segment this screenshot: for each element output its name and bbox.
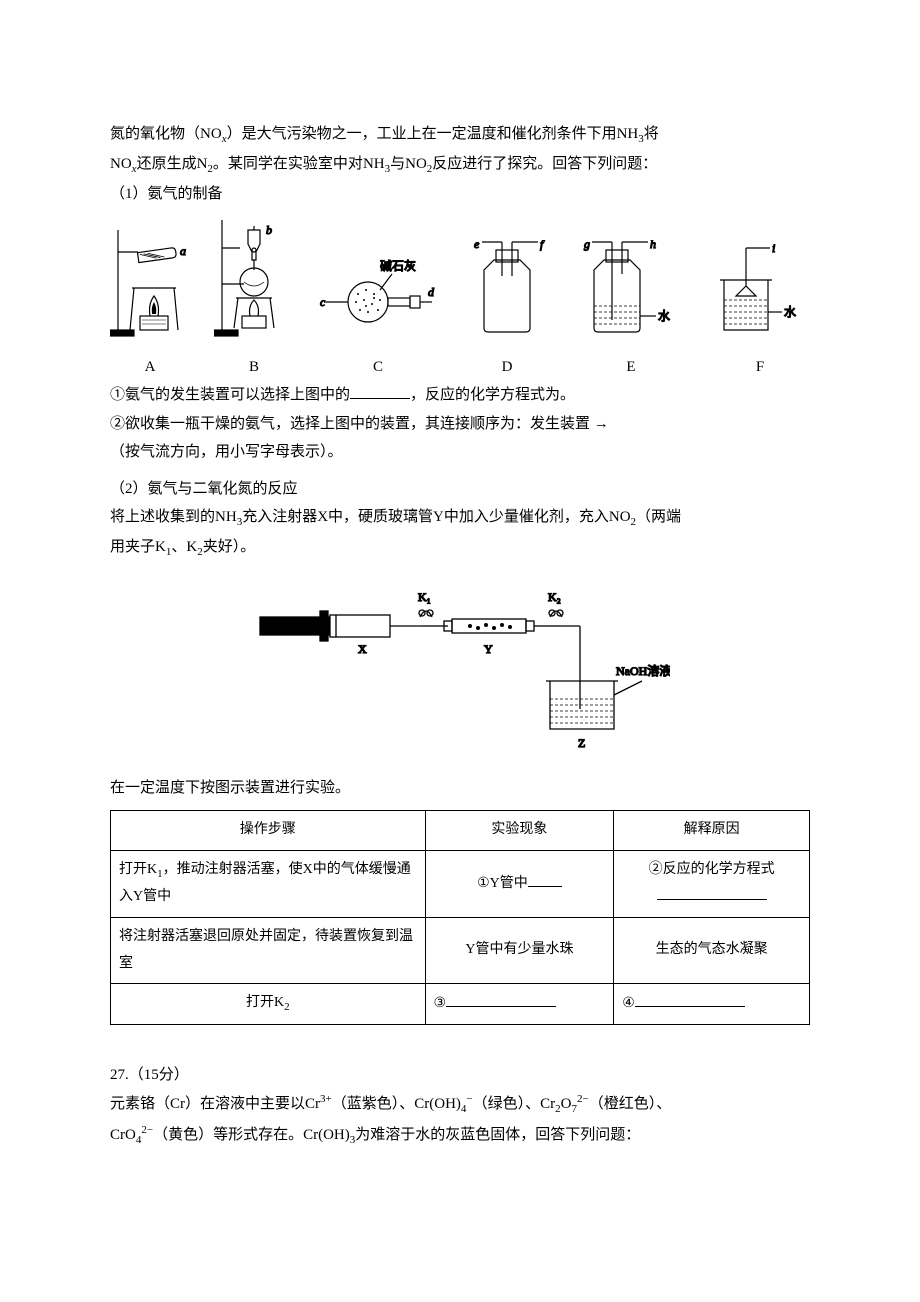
text: ）是大气污染物之一，工业上在一定温度和催化剂条件下用 — [227, 126, 617, 142]
formula-cr3: Cr3+ — [305, 1096, 332, 1112]
apparatus-D-label: D — [462, 353, 552, 382]
formula-nox: NOx — [110, 156, 137, 172]
apparatus-D: e f D — [462, 240, 552, 381]
part1-title: （1）氨气的制备 — [110, 180, 810, 209]
table-row: 打开K1，推动注射器活塞，使X中的气体缓慢通入Y管中 ①Y管中 ②反应的化学方程… — [111, 850, 810, 917]
apparatus-F-label: F — [710, 353, 810, 382]
question-27: 27.（15分） 元素铬（Cr）在溶液中主要以Cr3+（蓝紫色）、Cr(OH)4… — [110, 1061, 810, 1151]
formula-nh3: NH3 — [617, 126, 644, 142]
apparatus-A-label: A — [110, 353, 190, 382]
port-h-label: h — [650, 240, 656, 251]
apparatus-A: a A — [110, 230, 190, 381]
blank — [446, 992, 556, 1007]
formula-nox: NOx — [200, 126, 227, 142]
intro-paragraph: 氮的氧化物（NOx）是大气污染物之一，工业上在一定温度和催化剂条件下用NH3将 … — [110, 120, 810, 180]
cell-phenom-2: Y管中有少量水珠 — [425, 917, 614, 983]
label-K1: K₁ — [418, 590, 431, 604]
blank — [528, 872, 562, 887]
annot-jianshihui: 碱石灰 — [380, 259, 416, 273]
cell-step-2: 将注射器活塞退回原处并固定，待装置恢复到温室 — [111, 917, 426, 983]
port-b-label: b — [266, 223, 272, 237]
table-header-row: 操作步骤 实验现象 解释原因 — [111, 811, 810, 851]
text: 。某同学在实验室中对 — [213, 156, 363, 172]
part1-q2-line1: ②欲收集一瓶干燥的氨气，选择上图中的装置，其连接顺序为：发生装置 → — [110, 410, 810, 439]
formula-no2: NO2 — [609, 509, 636, 525]
port-c-label: c — [320, 295, 326, 309]
col-phenomenon: 实验现象 — [425, 811, 614, 851]
text: 与 — [390, 156, 405, 172]
port-a-label: a — [180, 244, 186, 258]
apparatus-E-label: E — [576, 353, 686, 382]
apparatus-C-label: C — [318, 353, 438, 382]
table-row: 打开K2 ③ ④ — [111, 984, 810, 1025]
cell-phenom-3: ③ — [425, 984, 614, 1025]
cell-step-1: 打开K1，推动注射器活塞，使X中的气体缓慢通入Y管中 — [111, 850, 426, 917]
blank — [350, 383, 410, 399]
q27-line1: 元素铬（Cr）在溶液中主要以Cr3+（蓝紫色）、Cr(OH)4−（绿色）、Cr2… — [110, 1089, 810, 1120]
label-Z: Z — [578, 736, 585, 750]
formula-n2: N2 — [197, 156, 213, 172]
part2-caption: 在一定温度下按图示装置进行实验。 — [110, 774, 810, 803]
part2-title: （2）氨气与二氧化氮的反应 — [110, 475, 810, 504]
label-X: X — [358, 642, 367, 656]
experiment-table: 操作步骤 实验现象 解释原因 打开K1，推动注射器活塞，使X中的气体缓慢通入Y管… — [110, 810, 810, 1025]
cell-step-3: 打开K2 — [111, 984, 426, 1025]
formula-k2: K2 — [186, 539, 202, 555]
formula-cr2o7: Cr2O72− — [540, 1096, 589, 1112]
cell-phenom-1: ①Y管中 — [425, 850, 614, 917]
col-reason: 解释原因 — [614, 811, 810, 851]
cell-reason-3: ④ — [614, 984, 810, 1025]
formula-croh4: Cr(OH)4− — [414, 1096, 472, 1112]
port-e-label: e — [474, 240, 480, 251]
cell-reason-2: 生态的气态水凝聚 — [614, 917, 810, 983]
formula-croh3: Cr(OH)3 — [303, 1127, 355, 1143]
text: 将 — [644, 126, 659, 142]
col-step: 操作步骤 — [111, 811, 426, 851]
port-d-label: d — [428, 285, 435, 299]
label-K2: K₂ — [548, 590, 561, 604]
q27-line2: CrO42−（黄色）等形式存在。Cr(OH)3为难溶于水的灰蓝色固体，回答下列问… — [110, 1120, 810, 1151]
port-f-label: f — [540, 240, 545, 251]
part1-q2-line2: （按气流方向，用小写字母表示）。 — [110, 438, 810, 467]
annot-water-F: 水 — [784, 305, 796, 319]
text: 还原生成 — [137, 156, 197, 172]
reaction-apparatus-diagram: K₁ K₂ — [250, 581, 670, 762]
label-naoh: NaOH溶液 — [616, 663, 670, 678]
apparatus-diagram-row: a A — [110, 220, 810, 381]
formula-nh3: NH3 — [363, 156, 390, 172]
apparatus-B-label: B — [214, 353, 294, 382]
apparatus-B: b B — [214, 220, 294, 381]
port-g-label: g — [584, 240, 590, 251]
label-Y: Y — [484, 642, 493, 656]
text: 反应进行了探究。回答下列问题： — [432, 156, 657, 172]
formula-nh3: NH3 — [215, 509, 242, 525]
part1-q1: ①氨气的发生装置可以选择上图中的，反应的化学方程式为。 — [110, 381, 810, 410]
apparatus-E: g h 水 E — [576, 240, 686, 381]
apparatus-C: 碱石灰 c d C — [318, 250, 438, 381]
formula-no2: NO2 — [405, 156, 432, 172]
blank — [635, 992, 745, 1007]
table-row: 将注射器活塞退回原处并固定，待装置恢复到温室 Y管中有少量水珠 生态的气态水凝聚 — [111, 917, 810, 983]
text: 氮的氧化物（ — [110, 126, 200, 142]
annot-water-E: 水 — [658, 309, 670, 323]
apparatus-F: i 水 F — [710, 240, 810, 381]
formula-cro4: CrO42− — [110, 1127, 153, 1143]
port-i-label: i — [772, 241, 775, 255]
q27-number: 27.（15分） — [110, 1061, 810, 1090]
formula-k1: K1 — [155, 539, 171, 555]
blank — [657, 885, 767, 900]
cell-reason-1: ②反应的化学方程式 — [614, 850, 810, 917]
part2-desc: 将上述收集到的NH3充入注射器X中，硬质玻璃管Y中加入少量催化剂，充入NO2（两… — [110, 503, 810, 563]
